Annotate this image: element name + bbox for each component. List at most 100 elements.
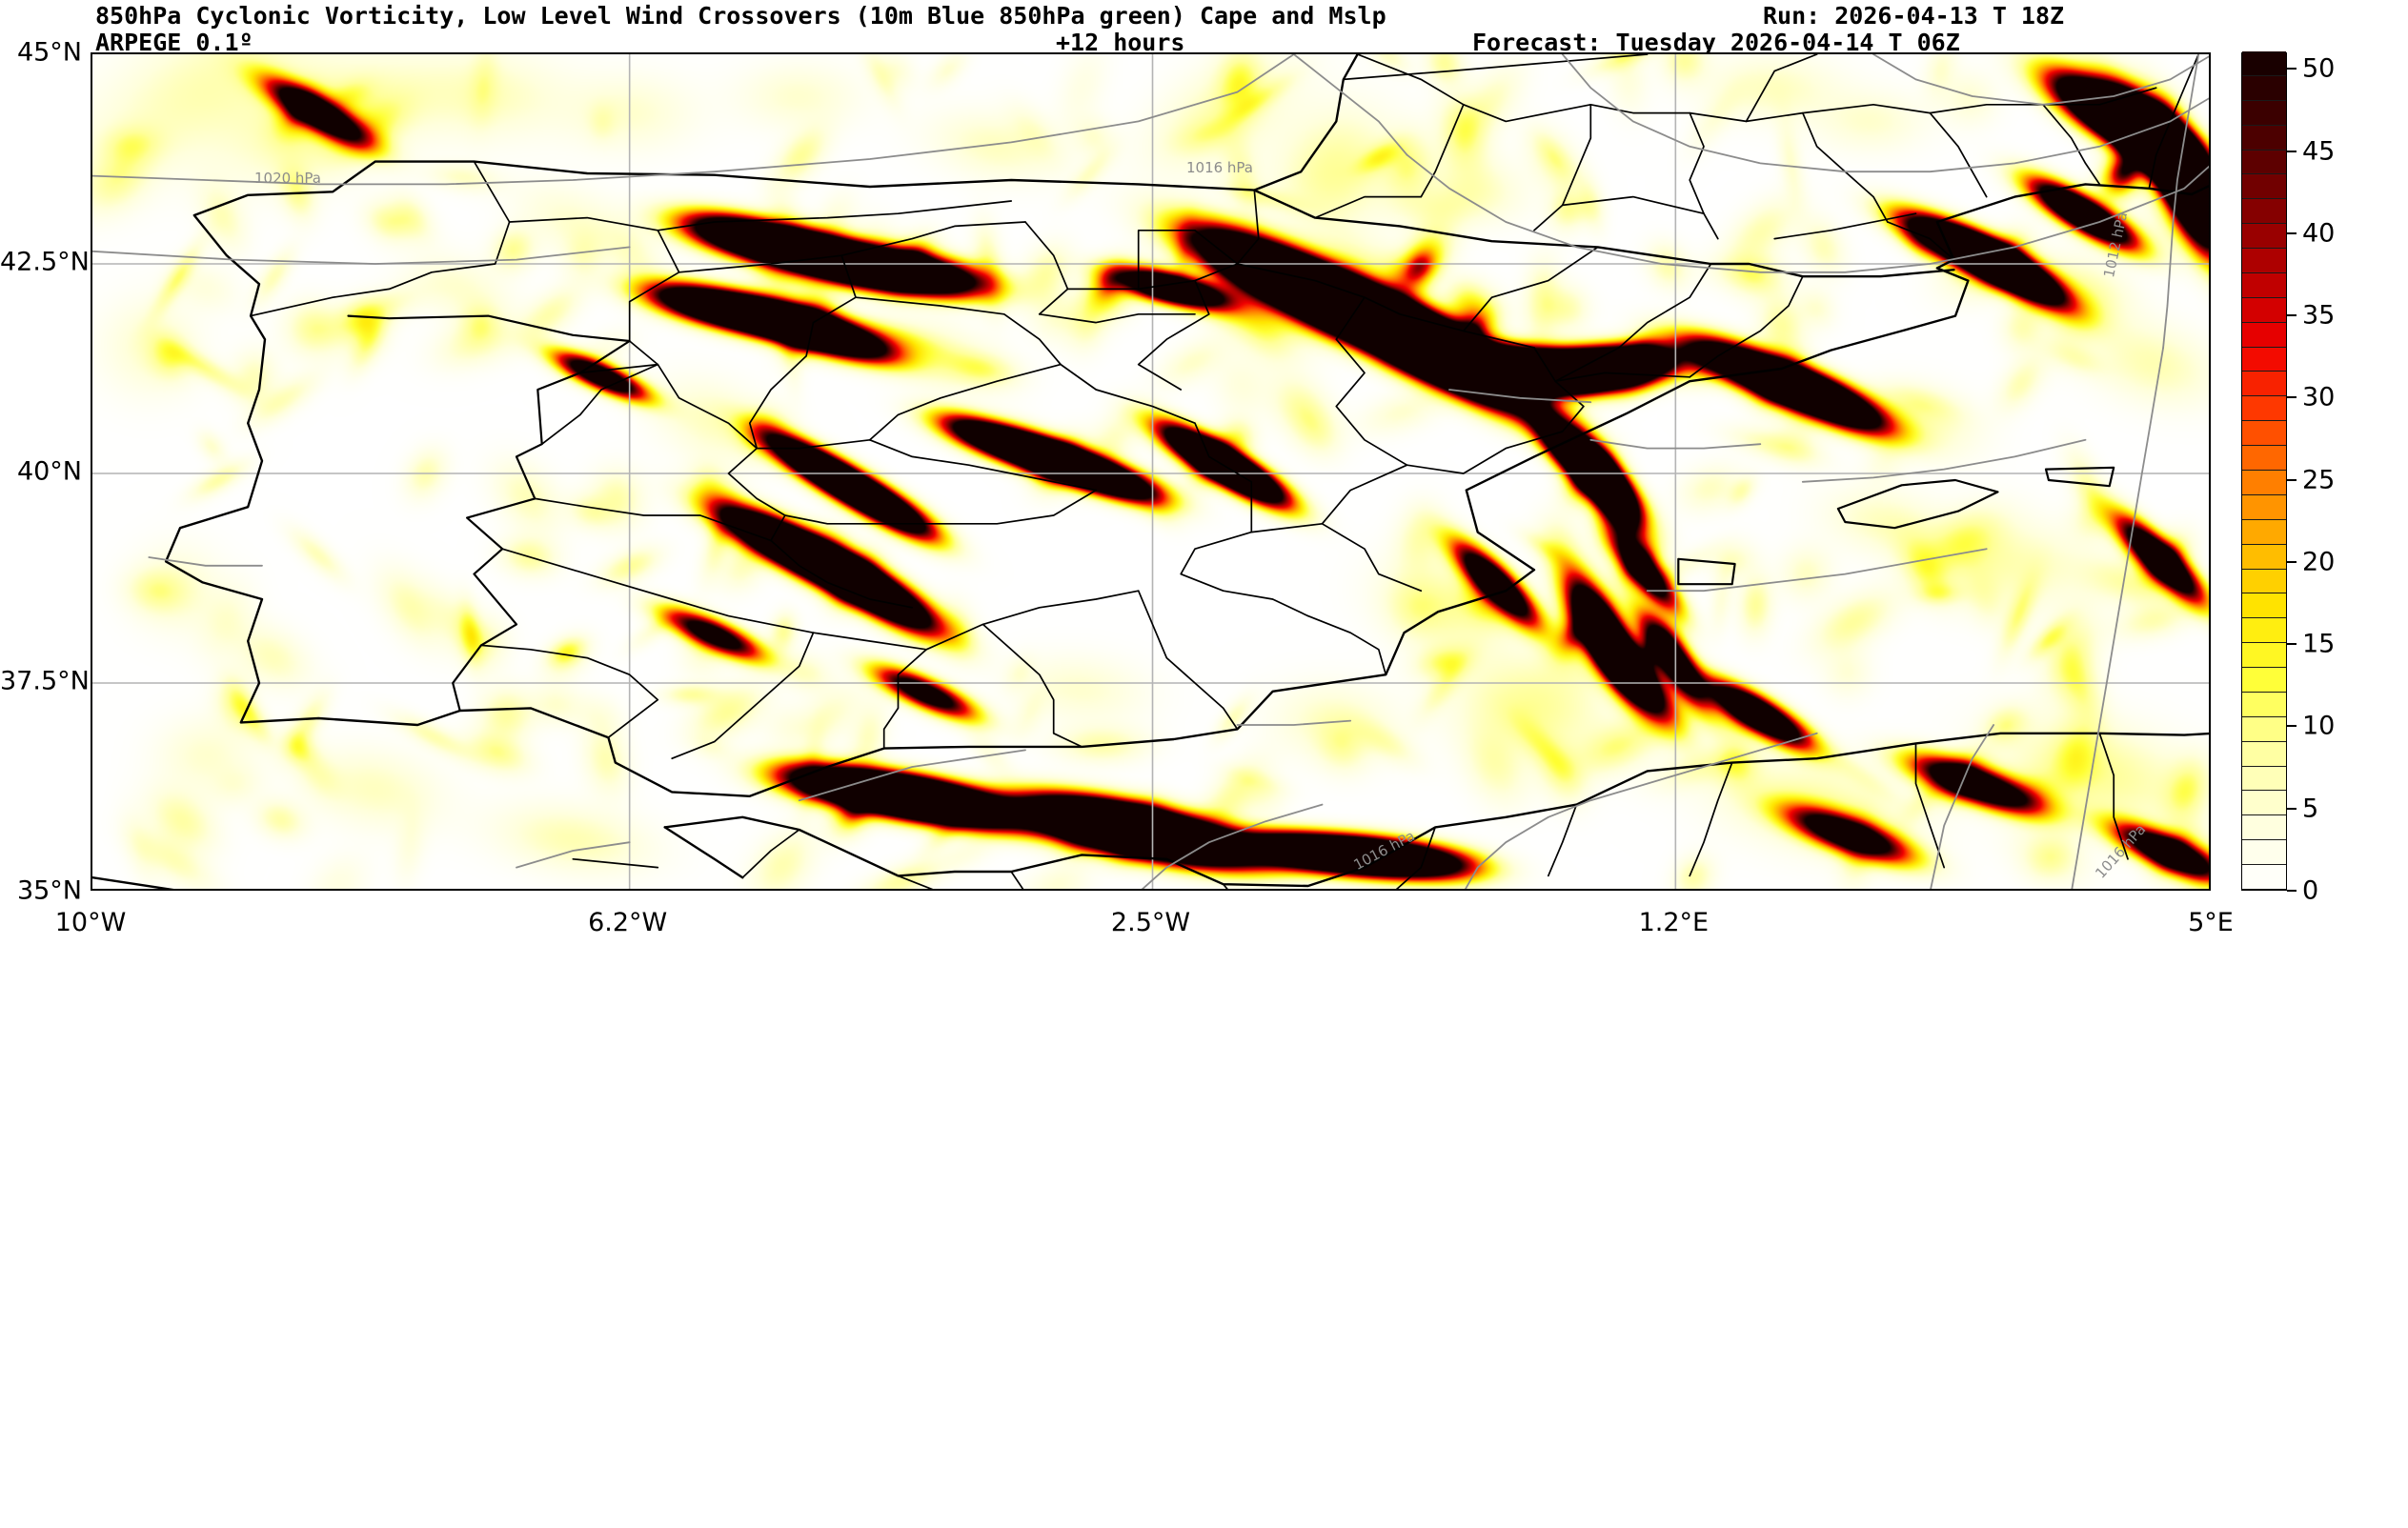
chart-title-block: 850hPa Cyclonic Vorticity, Low Level Win… xyxy=(0,0,2408,56)
isobar-line xyxy=(1406,153,2209,273)
colorbar-band xyxy=(2242,840,2286,866)
isobar-line xyxy=(1236,719,1352,726)
colorbar-tick xyxy=(2287,478,2297,481)
colorbar-tick-label: 15 xyxy=(2302,629,2336,659)
border-province xyxy=(1689,275,1804,378)
colorbar-band xyxy=(2242,174,2286,200)
colorbar-tick xyxy=(2287,890,2297,892)
isobar-line xyxy=(2162,54,2200,349)
border-france-department xyxy=(2148,54,2200,190)
border-province xyxy=(1335,296,1408,467)
border-province xyxy=(1180,522,1324,617)
colorbar-band xyxy=(2242,544,2286,570)
border-province xyxy=(1137,279,1210,391)
colorbar-band xyxy=(2242,471,2286,495)
colorbar-band xyxy=(2242,396,2286,422)
colorbar-band xyxy=(2242,51,2286,76)
border-province xyxy=(678,221,1026,273)
colorbar-band xyxy=(2242,199,2286,225)
model-run-label: Run: 2026-04-13 T 18Z xyxy=(1763,2,2065,30)
border-france-department xyxy=(1342,54,1649,81)
colorbar-tick-label: 10 xyxy=(2302,711,2336,741)
colorbar-band xyxy=(2242,519,2286,545)
border-province xyxy=(1038,312,1196,324)
colorbar-tick-label: 5 xyxy=(2302,794,2319,824)
isobar-label: 1016 hPa xyxy=(1186,159,1253,176)
x-axis-tick-label: 5°E xyxy=(2188,908,2234,937)
coastline-menorca xyxy=(2044,466,2115,488)
border-province xyxy=(1321,464,1423,593)
border-province xyxy=(812,590,1140,651)
border-province xyxy=(1060,363,1253,533)
colorbar-tick xyxy=(2287,643,2297,646)
colorbar-band xyxy=(2242,272,2286,298)
y-axis-tick-label: 42.5°N xyxy=(0,247,90,277)
colorbar-tick xyxy=(2287,68,2297,70)
border-france-department xyxy=(1561,195,1705,215)
border-province xyxy=(981,623,1083,748)
border-province xyxy=(671,632,815,760)
border-nador xyxy=(1010,871,1024,889)
colorbar-band xyxy=(2242,643,2286,669)
colorbar-band xyxy=(2242,446,2286,471)
isobar-line xyxy=(2071,598,2122,889)
colorbar-band xyxy=(2242,125,2286,151)
y-axis-tick-label: 45°N xyxy=(16,37,82,68)
border-france-department xyxy=(1420,103,1465,198)
border-province xyxy=(657,363,759,450)
border-province xyxy=(1066,189,1260,291)
border-province xyxy=(1554,263,1712,383)
isobar-line xyxy=(1292,54,1408,156)
colorbar-band xyxy=(2242,224,2286,250)
border-france-department xyxy=(1689,111,1719,240)
border-spain-france xyxy=(1253,189,1955,278)
isobar-line xyxy=(2119,347,2164,600)
border-province xyxy=(480,644,659,739)
colorbar-tick-label: 0 xyxy=(2302,875,2319,906)
x-axis-tick-label: 2.5°W xyxy=(1110,908,1191,937)
colorbar: 0 5 10 15 20 25 30 35 40 45 50 xyxy=(2241,51,2335,906)
border-ceuta xyxy=(741,829,800,879)
border-france-department xyxy=(1872,103,2101,114)
colorbar-tick xyxy=(2287,560,2297,563)
isobar-line xyxy=(92,246,631,265)
chart-title: 850hPa Cyclonic Vorticity, Low Level Win… xyxy=(95,2,1386,30)
border-province xyxy=(868,363,1062,441)
colorbar-band xyxy=(2242,791,2286,816)
colorbar-tick xyxy=(2287,725,2297,728)
border-province xyxy=(508,200,1013,231)
colorbar-gradient xyxy=(2241,51,2287,891)
colorbar-band xyxy=(2242,668,2286,693)
coastline-north-africa xyxy=(663,732,2209,888)
isobar-line xyxy=(1589,438,1762,450)
x-axis-tick-label: 6.2°W xyxy=(588,908,668,937)
map-plot-area[interactable]: 1020 hPa 1016 hPa 1012 hPa 1016 hPa 1016 hPa xyxy=(91,52,2211,891)
colorbar-band xyxy=(2242,249,2286,273)
border-province xyxy=(727,447,1098,525)
y-axis-tick-label: 35°N xyxy=(16,875,82,906)
colorbar-tick-label: 45 xyxy=(2302,136,2336,167)
border-province xyxy=(868,438,1098,492)
y-axis-tick-label: 40°N xyxy=(16,456,82,487)
border-province xyxy=(1462,246,1599,332)
colorbar-band xyxy=(2242,75,2286,101)
colorbar-tick-label: 50 xyxy=(2302,53,2336,84)
border-province xyxy=(756,438,871,450)
border-province xyxy=(501,548,815,634)
colorbar-tick xyxy=(2287,807,2297,810)
coastline-mallorca xyxy=(1836,478,1999,530)
colorbar-tick xyxy=(2287,150,2297,152)
border-province xyxy=(534,497,772,542)
isobar-line xyxy=(1465,732,1818,889)
isobar-label: 1020 hPa xyxy=(254,170,321,187)
border-france-department xyxy=(1533,103,1592,231)
colorbar-tick-label: 40 xyxy=(2302,218,2336,249)
colorbar-tick-label: 20 xyxy=(2302,547,2336,577)
border-province xyxy=(1137,590,1239,731)
colorbar-band xyxy=(2242,322,2286,348)
border-france-department xyxy=(1314,195,1423,219)
isobar-line xyxy=(1448,389,1592,404)
border-province xyxy=(628,229,680,342)
colorbar-band xyxy=(2242,716,2286,742)
border-province xyxy=(1236,263,1535,349)
